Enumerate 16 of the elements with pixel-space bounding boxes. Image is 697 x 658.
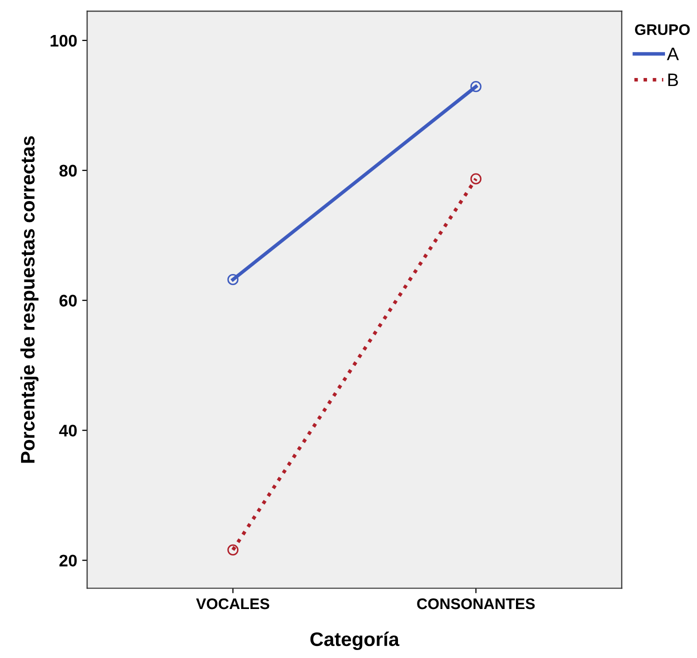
- y-axis-title: Porcentaje de respuestas correctas: [20, 136, 38, 463]
- y-tick-label: 100: [50, 34, 77, 47]
- x-axis-title: Categoría: [310, 632, 400, 650]
- point: [227, 544, 238, 556]
- legend-title: GRUPO: [634, 24, 690, 36]
- x-tick-label: VOCALES: [196, 598, 270, 610]
- legend-label: B: [668, 74, 678, 86]
- point: [227, 274, 238, 286]
- y-tick-label: 40: [59, 424, 77, 437]
- point: [470, 81, 482, 92]
- point: [470, 173, 482, 184]
- y-tick-label: 20: [59, 554, 77, 567]
- x-tick-label: CONSONANTES: [417, 598, 535, 610]
- y-tick-label: 80: [59, 164, 77, 177]
- y-tick-label: 60: [59, 294, 77, 307]
- legend-label: A: [666, 48, 679, 60]
